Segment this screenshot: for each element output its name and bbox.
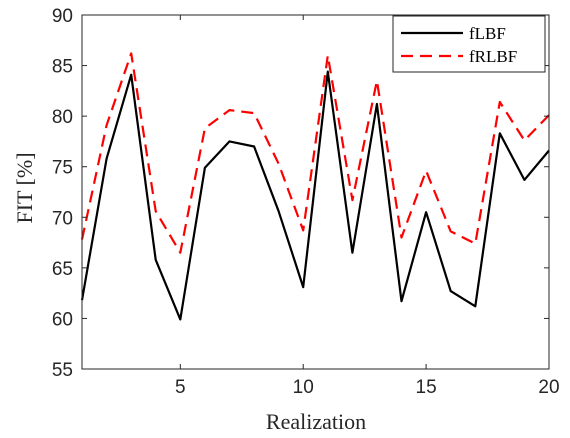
- legend-label-fLBF: fLBF: [469, 24, 506, 43]
- plot-area: [82, 15, 549, 369]
- x-tick-label: 5: [175, 377, 186, 398]
- y-tick-label: 80: [52, 107, 73, 128]
- y-tick-label: 55: [52, 360, 73, 381]
- axes-box: [81, 14, 550, 370]
- y-tick-label: 85: [52, 57, 73, 78]
- legend-label-fRLBF: fRLBF: [469, 47, 517, 66]
- y-tick-label: 90: [52, 6, 73, 27]
- y-tick-label: 60: [52, 309, 73, 330]
- y-tick-label: 75: [52, 158, 73, 179]
- x-tick-label: 10: [293, 377, 314, 398]
- x-axis-label: Realization: [266, 409, 366, 434]
- y-axis-label: FIT [%]: [12, 152, 37, 223]
- x-tick-label: 20: [538, 377, 559, 398]
- x-tick-label: 15: [416, 377, 437, 398]
- y-tick-label: 65: [52, 259, 73, 280]
- legend: fLBF fRLBF: [392, 15, 546, 73]
- series-line-fLBF: [80, 70, 550, 321]
- y-tick-label: 70: [52, 208, 73, 229]
- series-line-fRLBF: [80, 52, 550, 254]
- legend-box: [392, 15, 546, 73]
